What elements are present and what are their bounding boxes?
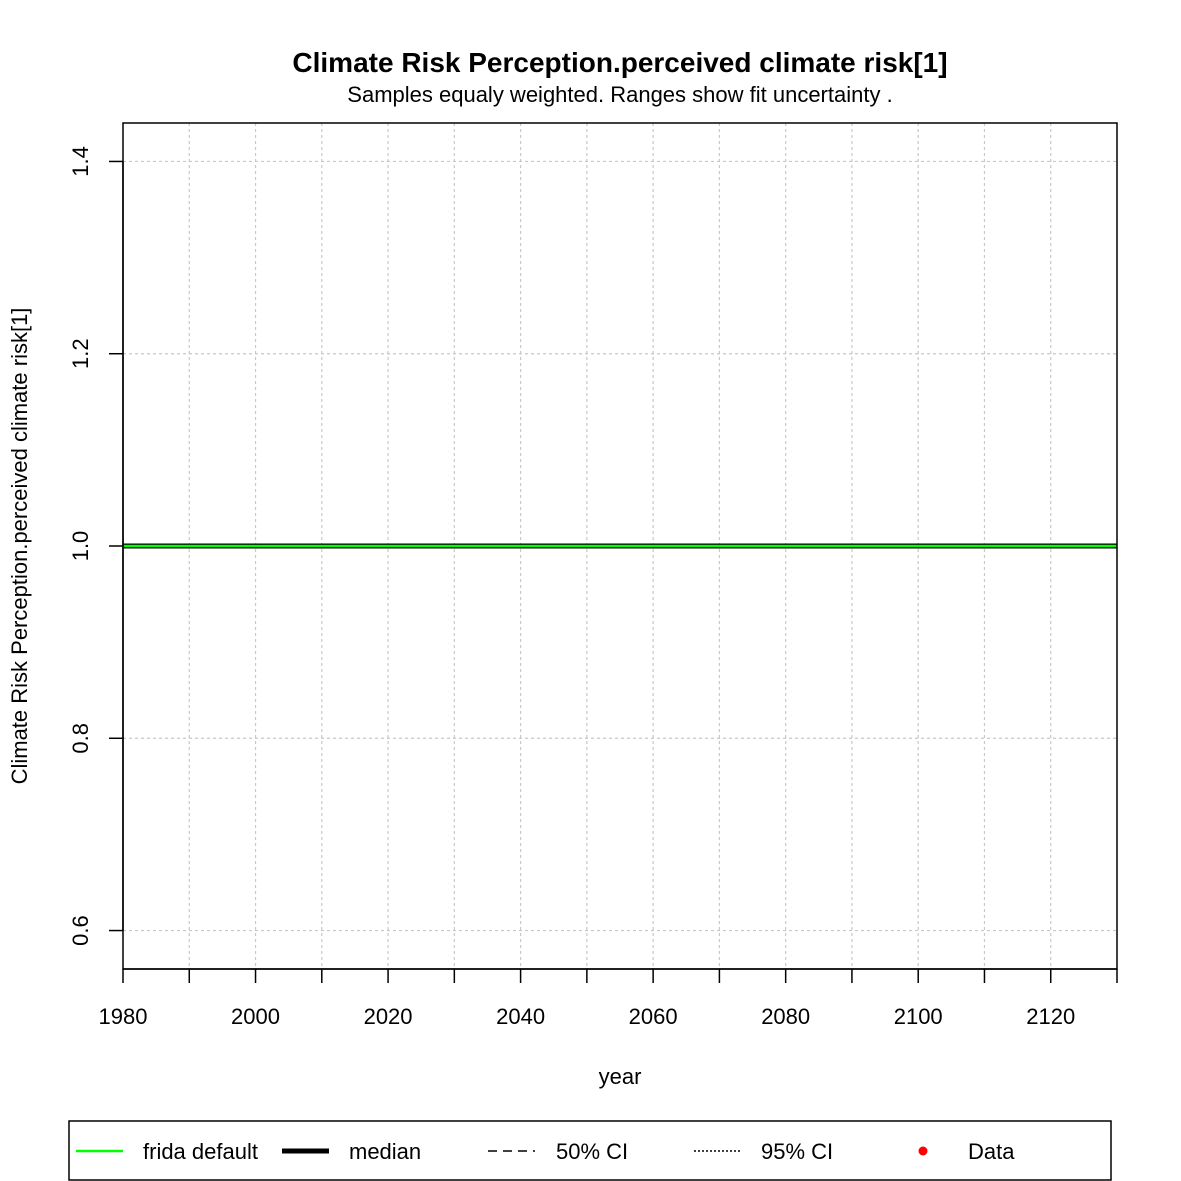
x-tick-label: 2000 [231, 1004, 280, 1029]
y-axis: 0.6 0.8 1.0 1.2 1.4 [68, 146, 124, 946]
legend-label-50-ci: 50% CI [556, 1139, 628, 1164]
x-tick-label: 2020 [364, 1004, 413, 1029]
x-tick-label: 1980 [99, 1004, 148, 1029]
y-axis-title: Climate Risk Perception.perceived climat… [7, 308, 32, 785]
y-tick-label: 1.2 [68, 338, 93, 369]
chart-subtitle: Samples equaly weighted. Ranges show fit… [347, 82, 892, 107]
legend: frida default median 50% CI 95% CI Data [68, 1120, 1112, 1181]
x-axis-title: year [599, 1064, 642, 1089]
x-tick-label: 2040 [496, 1004, 545, 1029]
y-tick-label: 0.8 [68, 723, 93, 754]
chart-title: Climate Risk Perception.perceived climat… [292, 47, 947, 78]
legend-label-frida-default: frida default [143, 1139, 258, 1164]
y-tick-label: 1.0 [68, 531, 93, 562]
legend-box [68, 1120, 1112, 1181]
x-tick-label: 2120 [1026, 1004, 1075, 1029]
x-axis: 1980 2000 2020 2040 2060 2080 2100 2120 [99, 968, 1118, 1029]
legend-label-data: Data [968, 1139, 1015, 1164]
y-tick-label: 0.6 [68, 915, 93, 946]
legend-swatch-data [918, 1146, 928, 1156]
legend-label-95-ci: 95% CI [761, 1139, 833, 1164]
x-tick-label: 2100 [894, 1004, 943, 1029]
y-tick-label: 1.4 [68, 146, 93, 177]
x-tick-label: 2080 [761, 1004, 810, 1029]
x-tick-label: 2060 [629, 1004, 678, 1029]
legend-label-median: median [349, 1139, 421, 1164]
